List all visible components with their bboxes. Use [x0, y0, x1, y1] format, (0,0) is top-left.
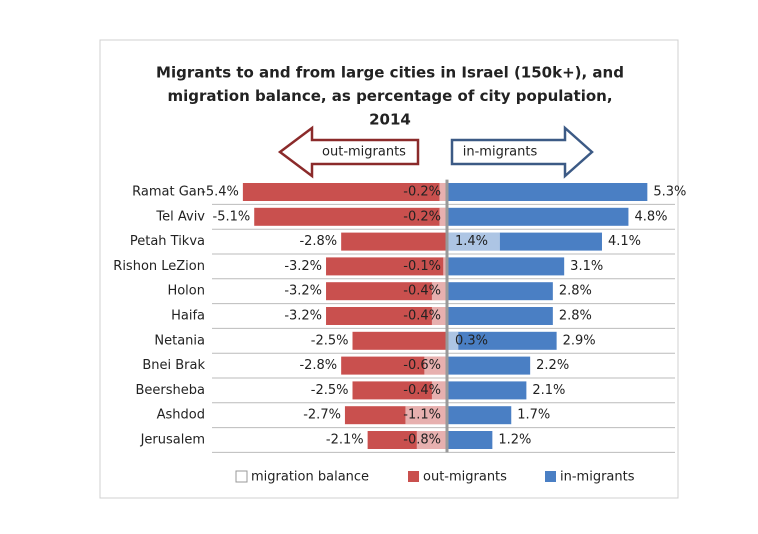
- bar: [447, 257, 565, 276]
- data-label: -5.1%: [213, 209, 251, 224]
- bar: [447, 356, 531, 375]
- data-label: -3.2%: [284, 309, 322, 324]
- data-label: -0.2%: [403, 209, 441, 224]
- legend-swatch: [408, 471, 419, 482]
- data-label: -2.8%: [299, 234, 337, 249]
- legend-label: migration balance: [251, 470, 369, 485]
- bar: [447, 183, 648, 201]
- balance-bar: [443, 257, 447, 276]
- data-label: -0.4%: [403, 284, 441, 299]
- data-label: -0.1%: [403, 259, 441, 274]
- bar: [341, 232, 447, 251]
- bar: [326, 307, 447, 325]
- chart-title: 2014: [369, 111, 411, 129]
- legend-swatch: [545, 471, 556, 482]
- balance-bar: [416, 431, 447, 449]
- legend-swatch: [235, 470, 248, 483]
- data-label: 0.3%: [455, 333, 488, 348]
- data-label: 2.2%: [536, 358, 569, 373]
- data-label: 1.4%: [455, 234, 488, 249]
- bar: [447, 331, 557, 350]
- balance-bar: [424, 356, 447, 375]
- in-arrow: [450, 125, 594, 179]
- category-label: Petah Tikva: [130, 234, 205, 249]
- category-label: Beersheba: [136, 383, 206, 398]
- bar: [447, 307, 553, 325]
- data-label: 3.1%: [570, 259, 603, 274]
- category-label: Holon: [167, 284, 205, 299]
- balance-bar: [431, 381, 447, 400]
- annotation: in-migrants: [463, 145, 538, 160]
- data-label: -2.5%: [311, 333, 349, 348]
- data-label: -5.4%: [201, 185, 239, 200]
- data-label: 4.8%: [634, 209, 667, 224]
- category-label: Ashdod: [157, 408, 205, 423]
- data-label: 5.3%: [653, 185, 686, 200]
- data-label: 1.7%: [517, 408, 550, 423]
- balance-bar: [447, 331, 459, 350]
- annotation: out-migrants: [322, 145, 406, 160]
- chart-title: migration balance, as percentage of city…: [167, 87, 612, 105]
- data-label: 4.1%: [608, 234, 641, 249]
- data-label: 2.8%: [559, 309, 592, 324]
- data-label: -0.6%: [403, 358, 441, 373]
- category-label: Bnei Brak: [142, 358, 205, 373]
- bar: [341, 356, 447, 375]
- data-label: 2.1%: [532, 383, 565, 398]
- legend-label: out-migrants: [423, 470, 507, 485]
- data-label: -2.5%: [311, 383, 349, 398]
- category-label: Jerusalem: [140, 433, 205, 448]
- data-label: -3.2%: [284, 259, 322, 274]
- category-label: Haifa: [171, 309, 205, 324]
- chart-title: Migrants to and from large cities in Isr…: [156, 64, 624, 82]
- bar: [447, 406, 512, 425]
- data-label: -0.8%: [403, 433, 441, 448]
- legend-label: in-migrants: [560, 470, 635, 485]
- data-label: -3.2%: [284, 284, 322, 299]
- bar: [447, 381, 527, 400]
- out-arrow: [277, 125, 420, 179]
- bar: [352, 331, 447, 350]
- data-label: -0.4%: [403, 383, 441, 398]
- bar: [254, 207, 447, 226]
- balance-bar: [405, 406, 447, 425]
- balance-bar: [439, 183, 447, 201]
- data-label: -2.1%: [326, 433, 364, 448]
- category-label: Netania: [154, 333, 205, 348]
- balance-bar: [431, 307, 447, 325]
- data-label: 2.8%: [559, 284, 592, 299]
- category-label: Ramat Gan: [132, 185, 205, 200]
- balance-bar: [439, 207, 447, 226]
- data-label: -1.1%: [403, 408, 441, 423]
- category-label: Rishon LeZion: [113, 259, 205, 274]
- data-label: -2.8%: [299, 358, 337, 373]
- data-label: -0.2%: [403, 185, 441, 200]
- data-label: 2.9%: [563, 333, 596, 348]
- balance-bar: [447, 232, 500, 251]
- data-label: -2.7%: [303, 408, 341, 423]
- data-label: 1.2%: [498, 433, 531, 448]
- data-label: -0.4%: [403, 309, 441, 324]
- category-label: Tel Aviv: [155, 209, 205, 224]
- bar: [447, 207, 629, 226]
- bar: [447, 282, 553, 301]
- bar: [242, 183, 447, 201]
- bar: [326, 282, 447, 301]
- bar: [447, 431, 493, 449]
- bar: [326, 257, 447, 276]
- balance-bar: [431, 282, 447, 301]
- bar: [352, 381, 447, 400]
